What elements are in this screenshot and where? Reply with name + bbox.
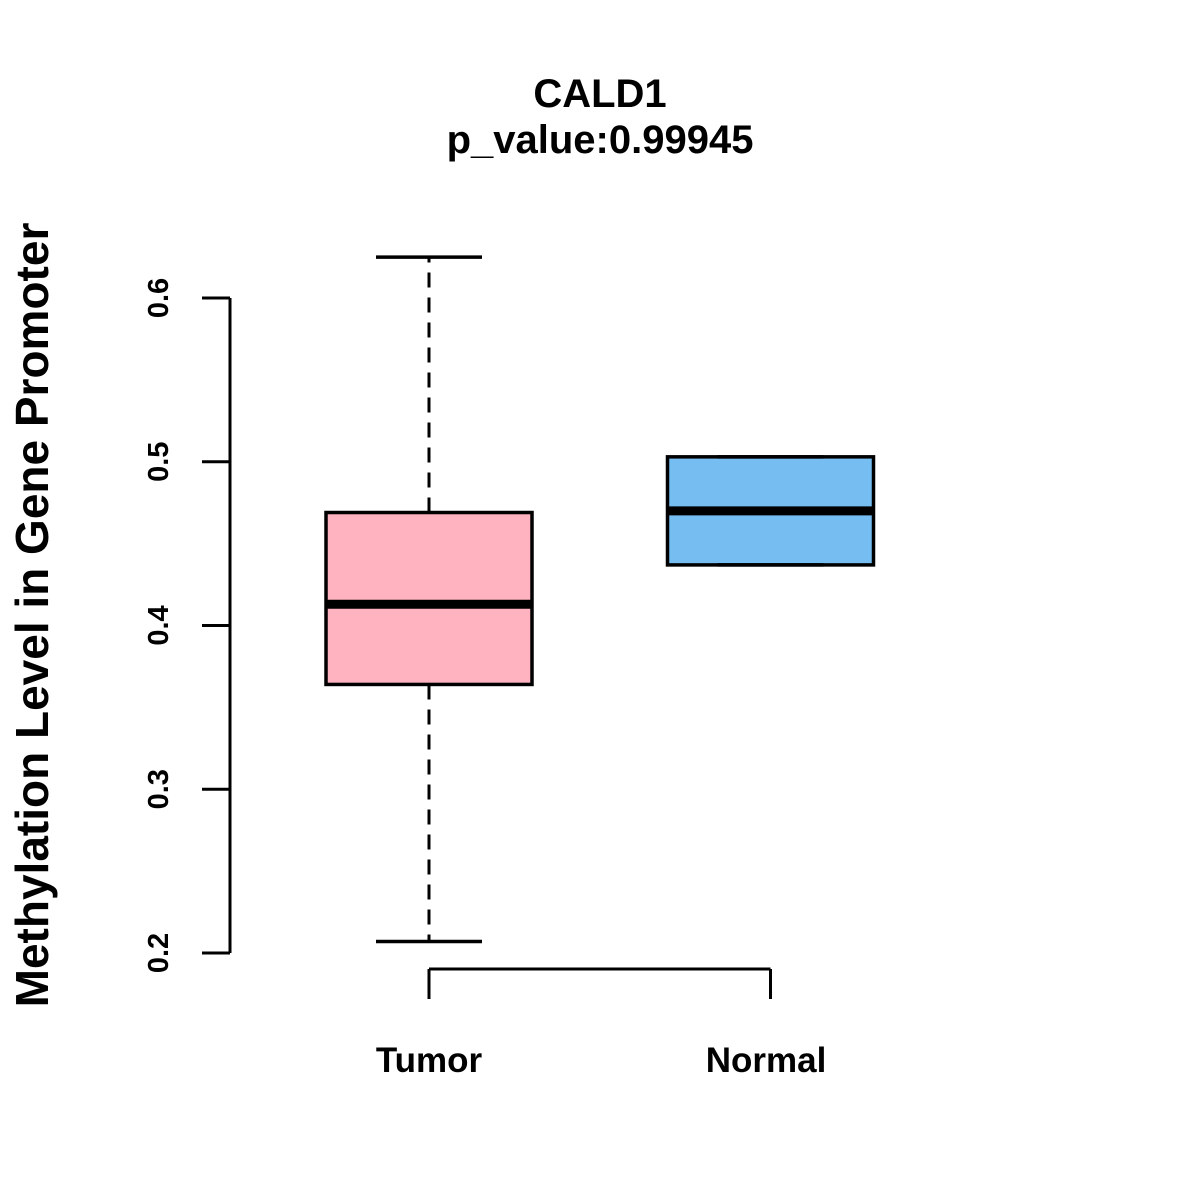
y-tick-label: 0.4 xyxy=(143,605,175,645)
y-tick-label: 0.6 xyxy=(143,278,175,318)
chart-title: CALD1 xyxy=(533,72,666,116)
y-tick-label: 0.2 xyxy=(143,933,175,973)
y-tick-label: 0.5 xyxy=(143,442,175,482)
group-label-tumor: Tumor xyxy=(376,1041,483,1080)
y-axis-label: Methylation Level in Gene Promoter xyxy=(6,223,58,1008)
y-tick-label: 0.3 xyxy=(143,769,175,809)
plot-area: 0.2 0.3 0.4 0.5 0.6 xyxy=(143,255,876,999)
group-label-normal: Normal xyxy=(706,1041,827,1080)
box-tumor xyxy=(324,510,534,687)
chart-subtitle-pvalue: p_value:0.99945 xyxy=(447,118,754,162)
